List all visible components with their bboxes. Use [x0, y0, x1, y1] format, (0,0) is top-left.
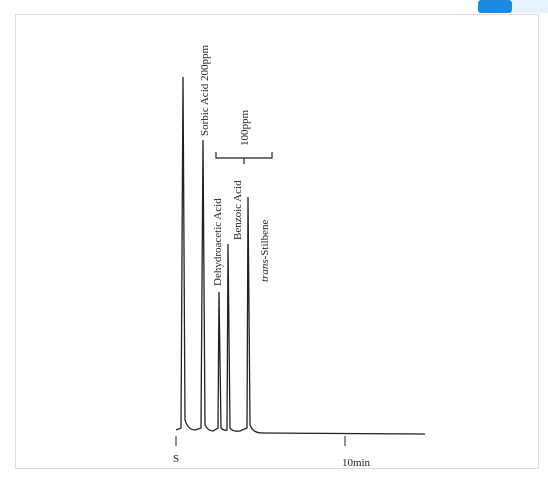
peak-label: Dehydroacetic Acid: [212, 198, 224, 286]
badge-icon[interactable]: [478, 0, 512, 13]
peak-label: trans-Stilbene: [259, 220, 271, 282]
peak-label-rest: -Stilbene: [259, 220, 271, 260]
chromatogram-trace: [175, 76, 426, 435]
peak-label: Benzoic Acid: [232, 180, 244, 240]
peak-label-italic: trans: [259, 259, 271, 282]
figure-frame: [15, 14, 539, 469]
bracket: [215, 152, 273, 164]
group-label: 100ppm: [239, 110, 251, 147]
peak-label: Sorbic Acid 200ppm: [199, 45, 211, 136]
start-label: S: [173, 453, 179, 465]
time-label: 10min: [342, 457, 371, 469]
badge-tab[interactable]: [512, 0, 548, 13]
